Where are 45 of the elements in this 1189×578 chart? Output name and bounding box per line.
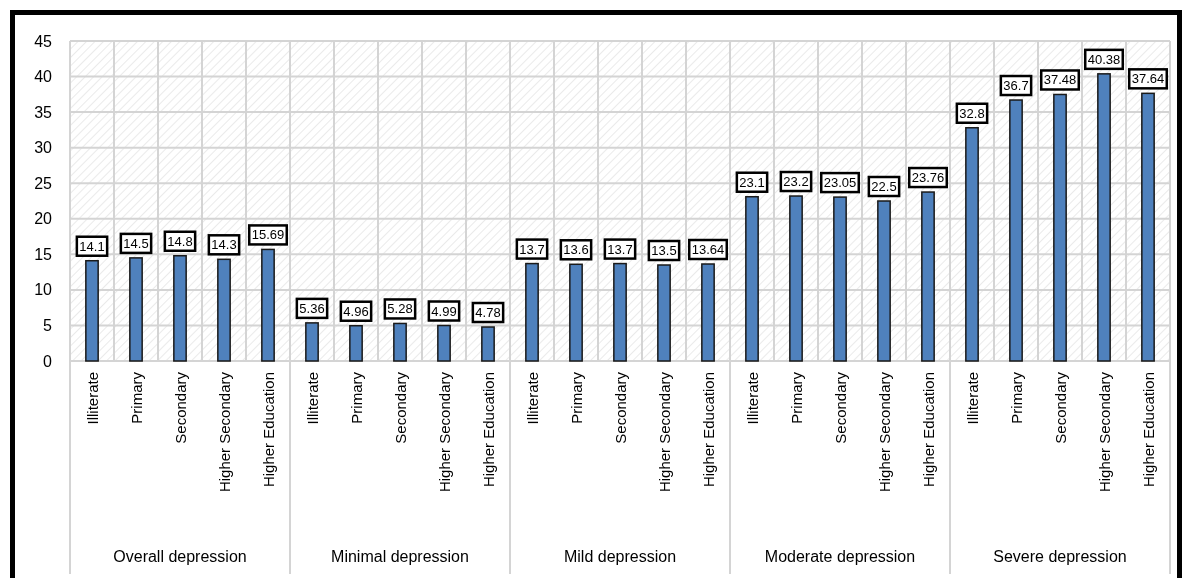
x-tick-label: Primary	[787, 371, 805, 424]
text: Mild depression	[563, 547, 677, 565]
x-tick-label: Primary	[567, 371, 585, 424]
text: Overall depression	[113, 547, 247, 565]
bar	[261, 248, 275, 362]
text: Moderate depression	[764, 547, 916, 565]
x-tick-label: Higher Education	[259, 372, 277, 488]
text: Minimal depression	[331, 547, 469, 565]
bar	[173, 255, 187, 362]
y-tick-label: 40	[34, 68, 53, 86]
x-tick-label: Higher Education	[1139, 372, 1157, 488]
x-tick-label: Higher Secondary	[655, 371, 673, 493]
x-tick-label: Illiterate	[743, 372, 761, 425]
x-tick-label: Higher Secondary	[1095, 371, 1113, 493]
y-tick-label: 0	[43, 352, 53, 370]
x-tick-label: Secondary	[1051, 371, 1069, 444]
bar	[965, 127, 979, 362]
x-tick-label: Primary	[127, 371, 145, 424]
x-tick-label: Primary	[347, 371, 365, 424]
x-tick-label: Primary	[1007, 371, 1025, 424]
x-tick-label: Higher Secondary	[435, 371, 453, 493]
x-tick-label: Higher Education	[699, 372, 717, 488]
y-tick-label: 15	[34, 245, 53, 263]
x-tick-label: Illiterate	[963, 372, 981, 425]
x-tick-label: Secondary	[391, 371, 409, 444]
y-tick-label: 10	[34, 281, 53, 299]
y-tick-label: 35	[34, 103, 53, 121]
y-tick-label: 45	[34, 32, 53, 50]
y-tick-label: 25	[34, 174, 53, 192]
x-tick-label: Secondary	[611, 371, 629, 444]
bar	[1053, 93, 1067, 362]
x-tick-label: Higher Education	[479, 372, 497, 488]
x-tick-label: Higher Secondary	[215, 371, 233, 493]
y-tick-label: 5	[43, 316, 53, 334]
x-tick-label: Illiterate	[303, 372, 321, 425]
bar	[1141, 92, 1155, 362]
x-tick-label: Illiterate	[83, 372, 101, 425]
text: Severe depression	[993, 547, 1127, 565]
y-tick-label: 30	[34, 139, 53, 157]
x-tick-label: Illiterate	[523, 372, 541, 425]
x-tick-label: Secondary	[171, 371, 189, 444]
y-tick-label: 20	[34, 210, 53, 228]
x-tick-label: Higher Secondary	[875, 371, 893, 493]
x-tick-label: Secondary	[831, 371, 849, 444]
x-tick-label: Higher Education	[919, 372, 937, 488]
